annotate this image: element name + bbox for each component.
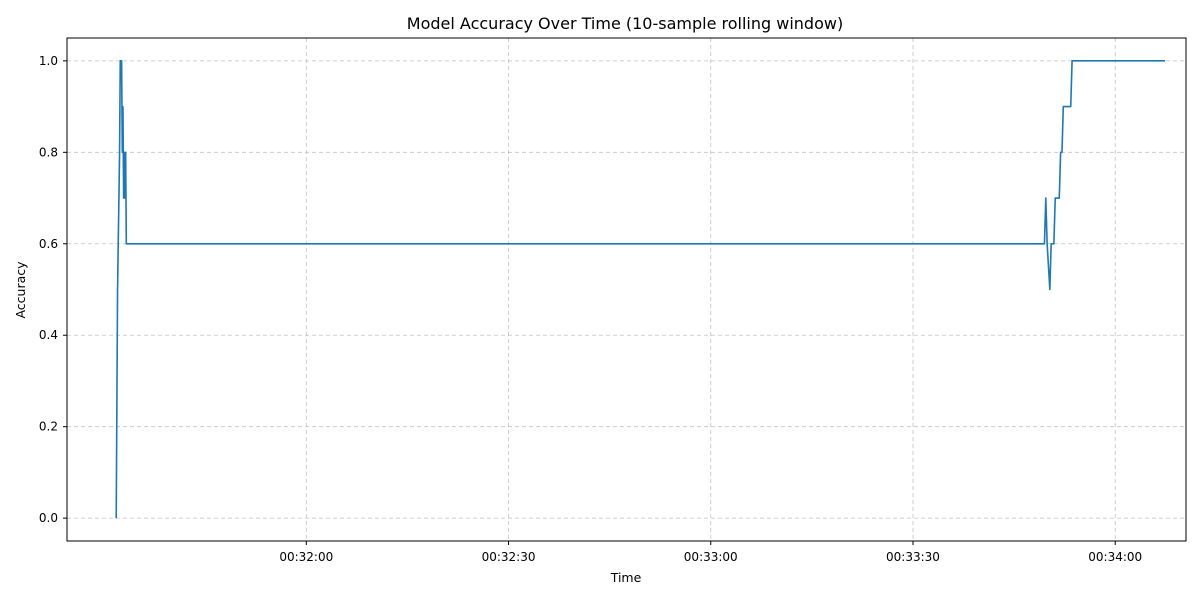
y-tick-label: 0.0: [39, 511, 58, 525]
y-tick-label: 1.0: [39, 54, 58, 68]
x-tick-label: 00:33:30: [886, 550, 940, 564]
y-tick-label: 0.8: [39, 145, 58, 159]
chart-title: Model Accuracy Over Time (10-sample roll…: [407, 14, 843, 33]
series-line-group: [115, 60, 1166, 519]
x-tick-label: 00:33:00: [684, 550, 738, 564]
y-tick-label: 0.4: [39, 328, 58, 342]
accuracy-series-line: [115, 60, 1166, 519]
x-tick-label: 00:32:00: [279, 550, 333, 564]
x-axis-ticks: 00:32:00 00:32:30 00:33:00 00:33:30 00:34:00: [279, 541, 1142, 564]
y-axis-ticks: 0.0 0.2 0.4 0.6 0.8 1.0: [39, 54, 67, 525]
grid: [67, 38, 1186, 541]
y-axis-label: Accuracy: [13, 261, 28, 319]
x-tick-label: 00:32:30: [482, 550, 536, 564]
y-tick-label: 0.2: [39, 420, 58, 434]
plot-frame: [66, 37, 1187, 542]
x-axis-label: Time: [610, 570, 642, 585]
x-tick-label: 00:34:00: [1088, 550, 1142, 564]
y-tick-label: 0.6: [39, 237, 58, 251]
